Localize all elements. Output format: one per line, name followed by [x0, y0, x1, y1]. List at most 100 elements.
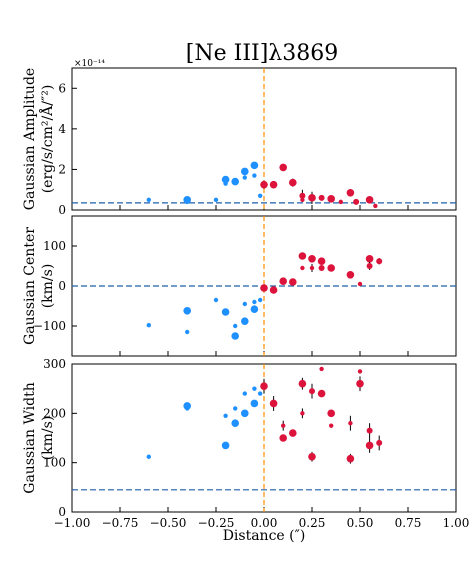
- amplitude-y-ticks: 0 2 4 6: [58, 81, 77, 217]
- chart-title: [Ne III]λ3869: [186, 41, 338, 66]
- center-red-point: [300, 265, 305, 271]
- width-blue-point: [185, 406, 190, 411]
- center-blue-point: [252, 299, 257, 305]
- center-red-point: [317, 257, 326, 266]
- width-red-point: [269, 399, 278, 408]
- center-red-point: [279, 277, 288, 286]
- width-blue-point: [241, 409, 249, 418]
- center-blue-point: [146, 323, 151, 328]
- amplitude-red-point: [269, 180, 278, 189]
- center-red-point: [327, 264, 336, 272]
- center-red-point: [318, 265, 325, 271]
- center-blue-point: [242, 301, 247, 307]
- center-red-point: [366, 263, 373, 269]
- amplitude-red-point: [353, 198, 360, 205]
- center-x-ticks: [71, 351, 457, 356]
- amplitude-reference-lines: [72, 68, 456, 210]
- amplitude-blue-point: [242, 175, 247, 180]
- amplitude-red-point: [299, 192, 306, 199]
- width-ylabel-line2: (km/s): [40, 416, 56, 461]
- amplitude-red-point: [308, 194, 316, 202]
- width-y-ticks: 0 100 200 300: [43, 357, 77, 519]
- center-red-point: [346, 271, 355, 279]
- center-ytick-label: 100: [43, 239, 66, 253]
- amplitude-blue-point: [221, 175, 230, 184]
- center-blue-point: [241, 317, 249, 326]
- width-blue-point: [221, 441, 230, 450]
- width-blue-point: [242, 391, 247, 396]
- center-y-ticks: −100 0 100: [33, 239, 77, 333]
- width-red-point: [317, 389, 326, 398]
- width-red-point: [308, 452, 316, 461]
- amplitude-points: [146, 161, 378, 209]
- panel-amplitude: ×10⁻¹⁴ Gaussian Amplitude (erg/s/cm²/Å/″…: [22, 59, 457, 217]
- width-blue-point: [231, 419, 239, 428]
- x-tick-label: −0.50: [150, 516, 187, 530]
- width-red-point: [298, 379, 307, 388]
- center-blue-point: [231, 332, 239, 340]
- x-axis-label: Distance (″): [223, 528, 306, 544]
- amplitude-blue-point: [252, 173, 257, 178]
- width-red-point: [309, 388, 315, 395]
- amplitude-blue-point: [185, 199, 190, 205]
- x-tick-label: 0.50: [347, 516, 374, 530]
- center-red-point: [357, 281, 363, 287]
- center-red-point: [365, 254, 374, 263]
- amplitude-ytick-label: 2: [58, 162, 66, 176]
- amplitude-red-point: [318, 194, 325, 201]
- width-ytick-label: 200: [43, 406, 66, 420]
- center-blue-point: [213, 297, 219, 303]
- x-tick-labels: −1.00 −0.75 −0.50 −0.25 0.00 0.25 0.50 0.75 1.00: [54, 516, 470, 530]
- width-ytick-label: 0: [58, 505, 66, 519]
- width-ytick-label: 300: [43, 357, 66, 371]
- width-red-point: [289, 429, 297, 437]
- width-red-point: [346, 454, 355, 463]
- width-blue-point: [250, 399, 259, 408]
- x-tick-label: 1.00: [443, 516, 470, 530]
- width-red-point: [279, 434, 288, 442]
- center-blue-point: [257, 297, 263, 303]
- amplitude-ylabel-line2: (erg/s/cm²/Å/″²): [38, 85, 56, 194]
- x-tick-label: −0.25: [198, 516, 235, 530]
- x-tick-label: −0.75: [102, 516, 139, 530]
- x-tick-label: 0.25: [299, 516, 326, 530]
- amplitude-red-point: [346, 188, 355, 197]
- amplitude-red-point: [373, 203, 378, 209]
- amplitude-blue-point: [231, 177, 239, 186]
- width-red-point: [329, 423, 334, 428]
- width-x-ticks: [71, 507, 457, 512]
- width-points: [146, 366, 383, 464]
- amplitude-ylabel-line1: Gaussian Amplitude: [22, 68, 38, 210]
- x-tick-label: 0.75: [395, 516, 422, 530]
- center-red-point: [308, 254, 316, 263]
- amplitude-blue-point: [250, 161, 259, 170]
- center-red-point: [376, 258, 383, 265]
- width-red-point: [348, 421, 353, 426]
- center-ytick-label: −100: [33, 319, 66, 333]
- width-ylabel-line1: Gaussian Width: [22, 382, 38, 493]
- width-ytick-label: 100: [43, 456, 66, 470]
- amplitude-red-point: [327, 195, 336, 203]
- width-blue-point: [252, 386, 257, 391]
- width-red-point: [260, 382, 268, 391]
- width-red-point: [327, 409, 336, 418]
- panel-center: Gaussian Center (km/s) −100 0 100: [22, 215, 457, 357]
- x-tick-label: 0.00: [251, 516, 278, 530]
- amplitude-blue-point: [213, 197, 219, 203]
- width-red-point: [366, 427, 373, 434]
- amplitude-red-point: [289, 178, 297, 187]
- width-red-point: [365, 441, 374, 450]
- width-red-point: [356, 379, 364, 388]
- width-blue-point: [146, 454, 151, 459]
- center-red-point: [269, 286, 278, 294]
- center-red-point: [309, 265, 315, 271]
- amplitude-red-point: [338, 199, 343, 205]
- center-blue-point: [233, 323, 238, 329]
- center-blue-point: [185, 329, 190, 335]
- amplitude-blue-point: [241, 167, 249, 176]
- width-red-point: [357, 369, 363, 374]
- width-red-point: [300, 411, 305, 416]
- width-red-point: [281, 423, 286, 428]
- amplitude-ytick-label: 0: [58, 203, 66, 217]
